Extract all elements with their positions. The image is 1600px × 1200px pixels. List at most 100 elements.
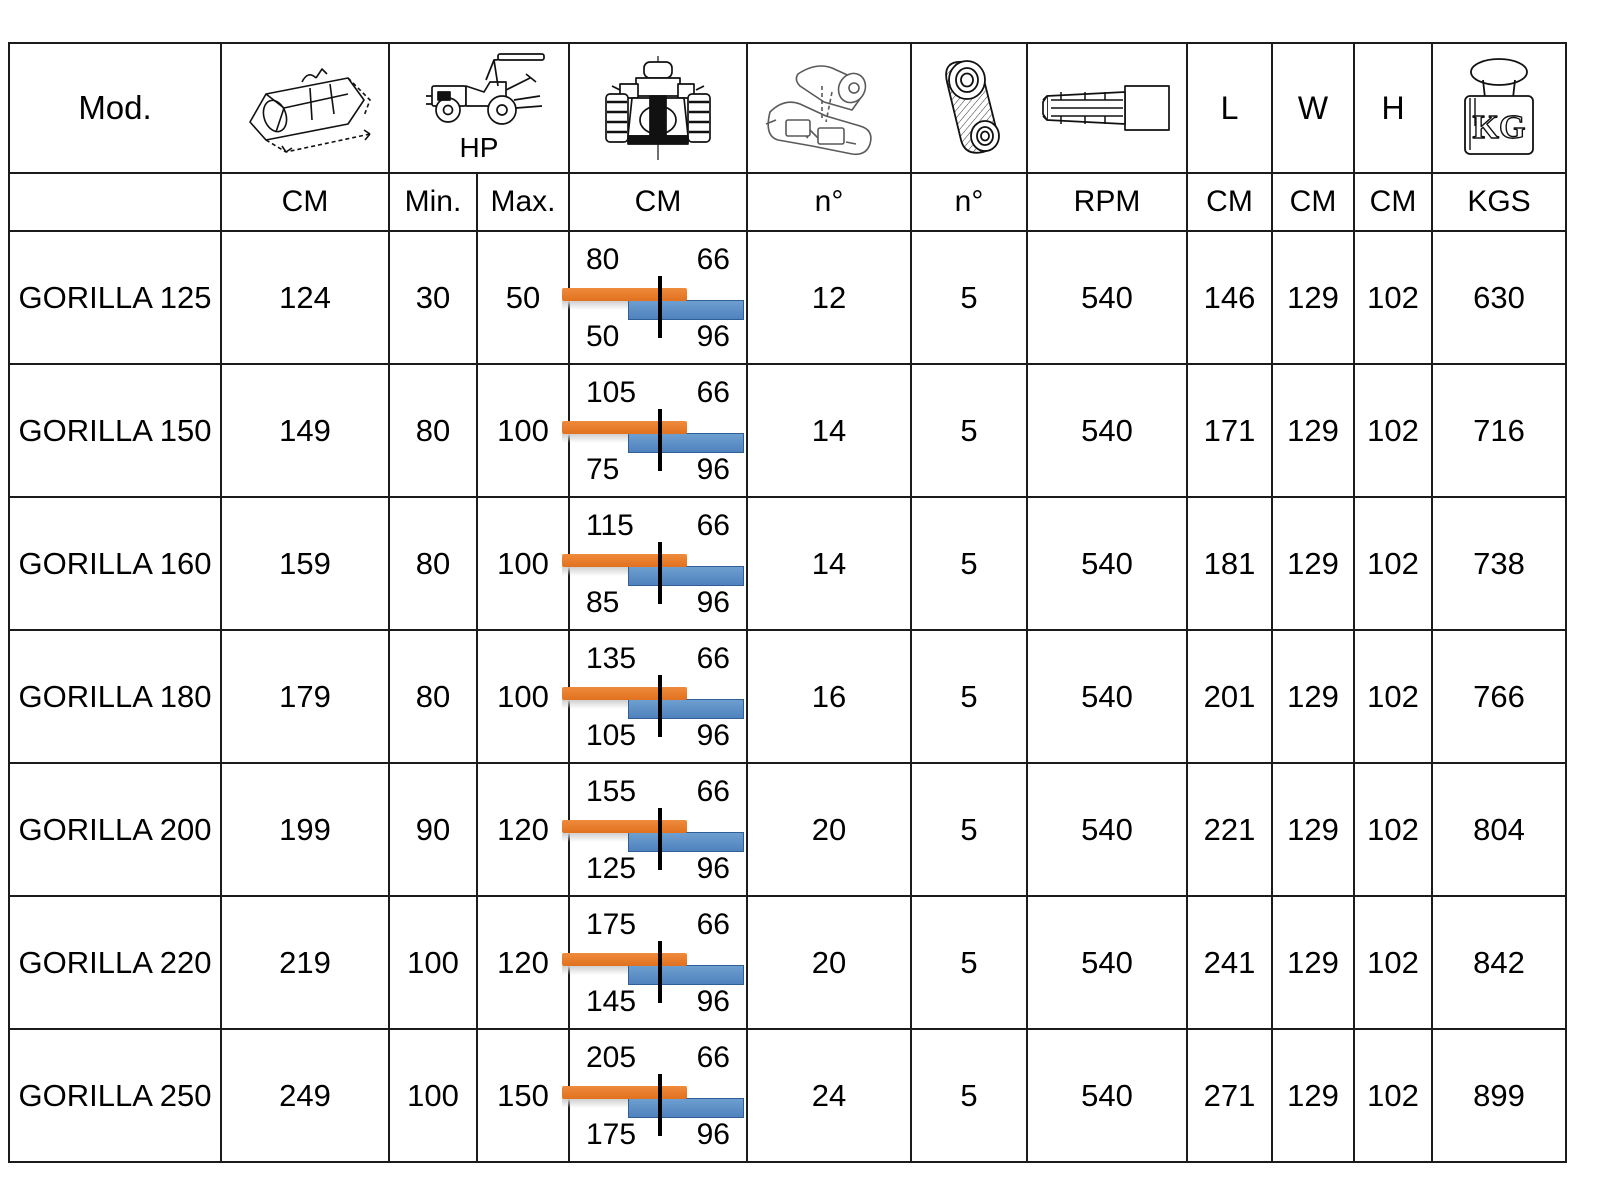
cell-hp-max: 150 xyxy=(476,1028,570,1163)
header-width-cell: W xyxy=(1271,42,1355,174)
hammer-flail-icon xyxy=(748,44,910,172)
offset-bottom-left: 75 xyxy=(586,453,620,486)
blue-offset-bar xyxy=(628,300,744,320)
cell-hammers: 24 xyxy=(746,1028,912,1163)
cell-belts: 5 xyxy=(910,895,1028,1030)
cell-length: 201 xyxy=(1186,629,1273,764)
blue-offset-bar xyxy=(628,566,744,586)
header-weight-cell: KG xyxy=(1431,42,1567,174)
offset-top-right: 66 xyxy=(696,642,730,675)
cell-hp-min: 80 xyxy=(388,629,478,764)
cell-length: 221 xyxy=(1186,762,1273,897)
header-icon-row: Mod. xyxy=(8,42,1567,174)
cell-offset-diagram: 105 66 75 96 xyxy=(562,363,748,498)
cell-belts: 5 xyxy=(910,629,1028,764)
offset-top-right: 66 xyxy=(696,376,730,409)
cell-weight: 766 xyxy=(1431,629,1567,764)
center-line xyxy=(658,1074,662,1136)
bar-shadow xyxy=(562,966,682,975)
cell-belts: 5 xyxy=(910,1028,1028,1163)
cell-working-width: 124 xyxy=(220,230,390,365)
cell-offset-diagram: 80 66 50 96 xyxy=(562,230,748,365)
center-line xyxy=(658,276,662,338)
tractor-front-offset-icon xyxy=(570,44,746,172)
center-line xyxy=(658,542,662,604)
unit-belts: n° xyxy=(910,172,1028,232)
offset-top-left: 105 xyxy=(586,376,637,409)
header-belts-cell xyxy=(910,42,1028,174)
cell-width: 129 xyxy=(1271,895,1355,1030)
cell-length: 241 xyxy=(1186,895,1273,1030)
weight-kg-icon: KG xyxy=(1433,44,1565,172)
orange-offset-bar xyxy=(562,421,687,434)
cell-hp-min: 90 xyxy=(388,762,478,897)
cell-hp-max: 120 xyxy=(476,762,570,897)
unit-rpm: RPM xyxy=(1026,172,1188,232)
offset-diagram: 175 66 145 96 xyxy=(562,897,746,1028)
header-offset-cell xyxy=(568,42,748,174)
cell-hp-min: 80 xyxy=(388,363,478,498)
table-row: GORILLA 250 249 100 150 205 66 175 96 xyxy=(8,1028,1567,1163)
cell-hp-max: 100 xyxy=(476,496,570,631)
cell-hp-max: 50 xyxy=(476,230,570,365)
cell-model: GORILLA 150 xyxy=(8,363,222,498)
blue-offset-bar xyxy=(628,699,744,719)
cell-working-width: 249 xyxy=(220,1028,390,1163)
cell-belts: 5 xyxy=(910,230,1028,365)
cell-hammers: 16 xyxy=(746,629,912,764)
offset-top-left: 155 xyxy=(586,775,637,808)
blue-offset-bar xyxy=(628,433,744,453)
offset-bottom-left: 145 xyxy=(586,985,637,1018)
cell-offset-diagram: 175 66 145 96 xyxy=(562,895,748,1030)
bar-shadow xyxy=(562,833,682,842)
bar-shadow xyxy=(562,700,682,709)
cell-hammers: 20 xyxy=(746,762,912,897)
cell-rpm: 540 xyxy=(1026,230,1188,365)
cell-weight: 899 xyxy=(1431,1028,1567,1163)
unit-hp-max: Max. xyxy=(476,172,570,232)
table-row: GORILLA 125 124 30 50 80 66 50 96 xyxy=(8,230,1567,365)
bar-shadow xyxy=(562,301,682,310)
flail-mower-icon xyxy=(222,44,388,172)
orange-offset-bar xyxy=(562,554,687,567)
cell-belts: 5 xyxy=(910,762,1028,897)
unit-weight: KGS xyxy=(1431,172,1567,232)
cell-rpm: 540 xyxy=(1026,629,1188,764)
cell-offset-diagram: 115 66 85 96 xyxy=(562,496,748,631)
length-letter: L xyxy=(1220,89,1239,126)
center-line xyxy=(658,409,662,471)
unit-working-width: CM xyxy=(220,172,390,232)
cell-working-width: 159 xyxy=(220,496,390,631)
belt-pulley-icon xyxy=(912,44,1026,172)
width-letter: W xyxy=(1297,89,1329,126)
cell-model: GORILLA 220 xyxy=(8,895,222,1030)
offset-bottom-left: 175 xyxy=(586,1118,637,1151)
unit-length: CM xyxy=(1186,172,1273,232)
cell-weight: 716 xyxy=(1431,363,1567,498)
cell-hp-min: 100 xyxy=(388,895,478,1030)
cell-hp-min: 80 xyxy=(388,496,478,631)
offset-top-left: 175 xyxy=(586,908,637,941)
cell-height: 102 xyxy=(1353,895,1433,1030)
svg-text:KG: KG xyxy=(1473,109,1526,146)
blue-offset-bar xyxy=(628,832,744,852)
orange-offset-bar xyxy=(562,288,687,301)
pto-shaft-icon xyxy=(1028,44,1186,172)
unit-mod xyxy=(8,172,222,232)
offset-bottom-right: 96 xyxy=(696,586,730,619)
cell-width: 129 xyxy=(1271,629,1355,764)
cell-hammers: 12 xyxy=(746,230,912,365)
cell-rpm: 540 xyxy=(1026,496,1188,631)
cell-hp-min: 30 xyxy=(388,230,478,365)
offset-diagram: 155 66 125 96 xyxy=(562,764,746,895)
units-row: CM Min. Max. CM n° n° RPM CM CM CM KGS xyxy=(8,172,1567,232)
cell-rpm: 540 xyxy=(1026,1028,1188,1163)
cell-working-width: 219 xyxy=(220,895,390,1030)
cell-belts: 5 xyxy=(910,496,1028,631)
orange-offset-bar xyxy=(562,820,687,833)
center-line xyxy=(658,808,662,870)
cell-hammers: 20 xyxy=(746,895,912,1030)
cell-height: 102 xyxy=(1353,629,1433,764)
unit-height: CM xyxy=(1353,172,1433,232)
